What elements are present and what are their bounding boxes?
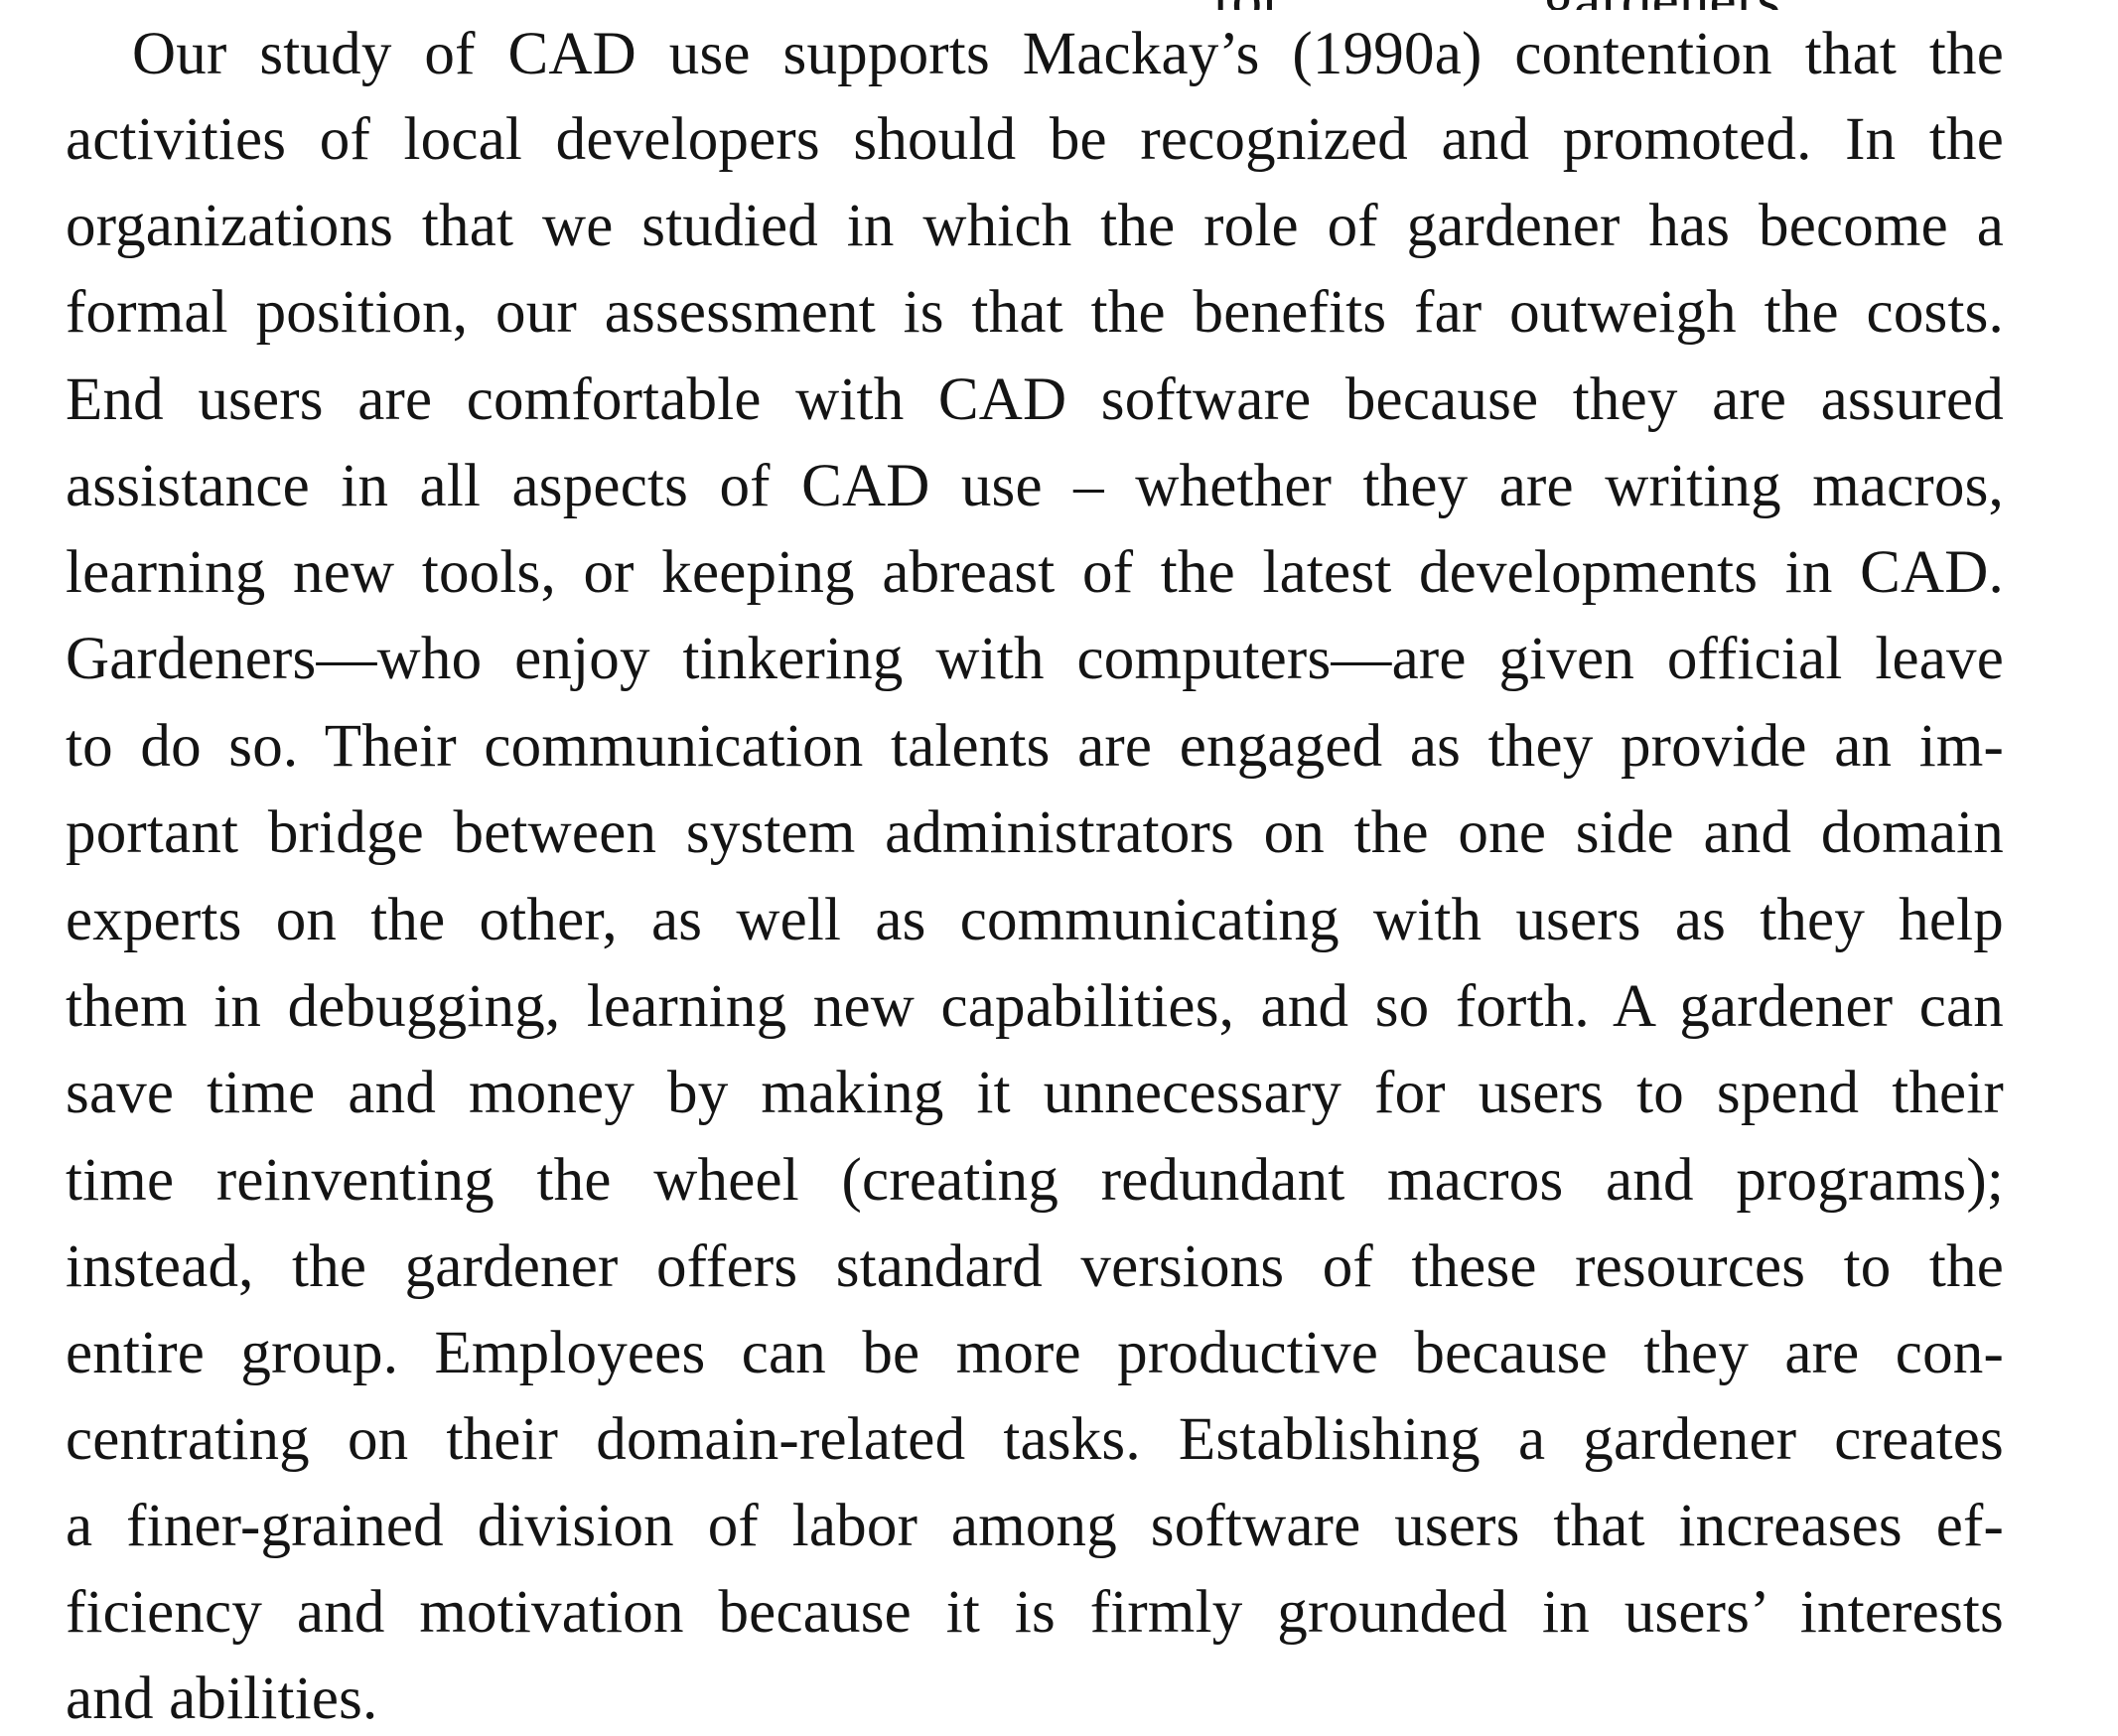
paragraph-line: formal position, our assessment is that … bbox=[66, 279, 2004, 346]
paragraph-line: Our study of CAD use supports Mackay’s (… bbox=[132, 21, 2004, 87]
paragraph-line: assistance in all aspects of CAD use – w… bbox=[66, 453, 2004, 519]
paragraph-line: entire group. Employees can be more prod… bbox=[66, 1320, 2004, 1386]
paragraph-line: experts on the other, as well as communi… bbox=[66, 887, 2004, 953]
paragraph-line: learning new tools, or keeping abreast o… bbox=[66, 539, 2004, 606]
cut-off-text: for ... ... ... ... gardeners ... bbox=[1211, 0, 1842, 10]
paragraph-line: ficiency and motivation because it is fi… bbox=[66, 1579, 2004, 1646]
cut-off-previous-line: for ... ... ... ... gardeners ... bbox=[1211, 0, 2065, 10]
paragraph-line: and abilities. bbox=[66, 1665, 378, 1732]
paragraph-line: centrating on their domain-related tasks… bbox=[66, 1406, 2004, 1473]
paragraph-line: a finer-grained division of labor among … bbox=[66, 1493, 2004, 1559]
paragraph-line: portant bridge between system administra… bbox=[66, 799, 2004, 866]
paragraph-line: End users are comfortable with CAD softw… bbox=[66, 366, 2004, 433]
paragraph-line: instead, the gardener offers standard ve… bbox=[66, 1233, 2004, 1300]
paragraph-line: save time and money by making it unneces… bbox=[66, 1060, 2004, 1126]
paragraph-line: Gardeners—who enjoy tinkering with compu… bbox=[66, 626, 2004, 692]
paragraph-line: activities of local developers should be… bbox=[66, 106, 2004, 173]
paragraph-line: organizations that we studied in which t… bbox=[66, 193, 2004, 259]
paragraph-line: them in debugging, learning new capabili… bbox=[66, 973, 2004, 1040]
paragraph-line: time reinventing the wheel (creating red… bbox=[66, 1147, 2004, 1214]
paragraph-line: to do so. Their communication talents ar… bbox=[66, 713, 2004, 780]
